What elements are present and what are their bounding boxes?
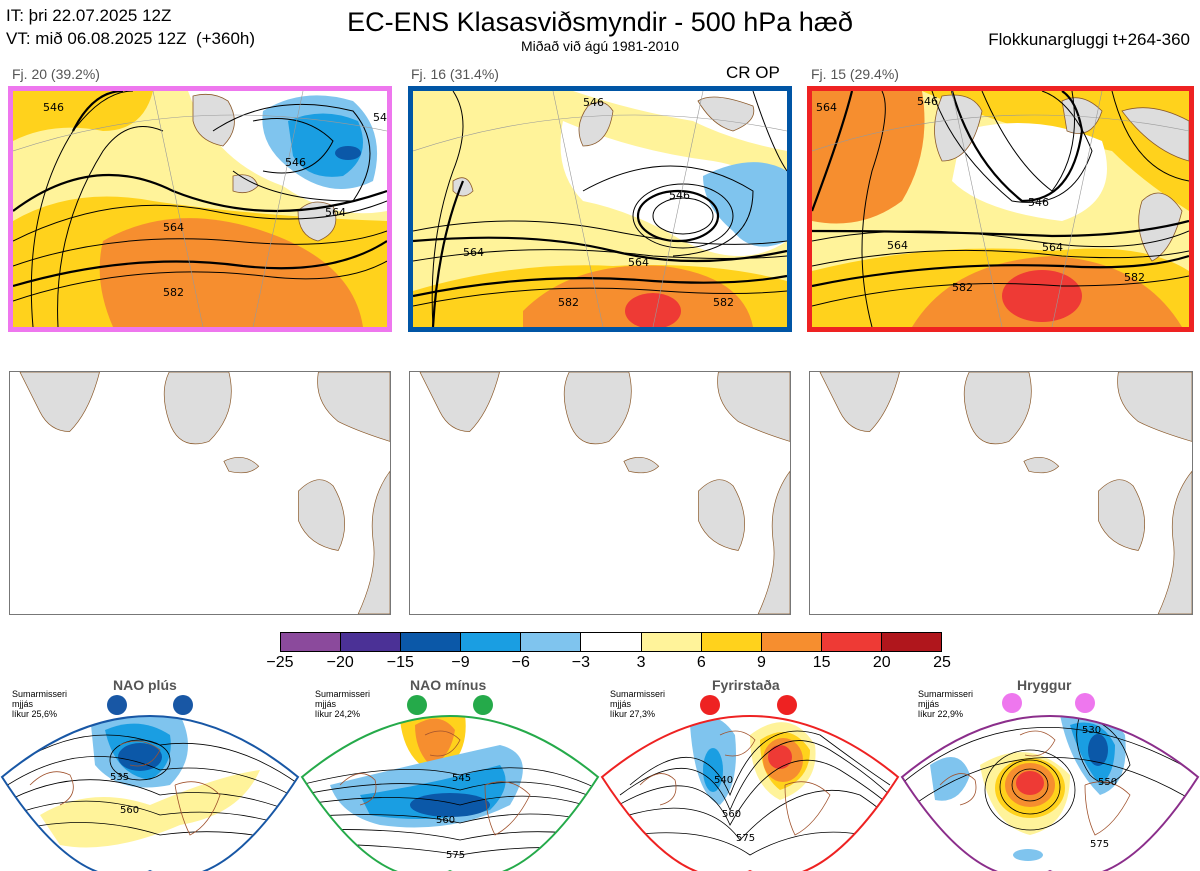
regime-title: NAO mínus <box>410 677 487 693</box>
colorbar-swatch <box>581 633 642 651</box>
cluster-3-label: Fj. 15 (29.4%) <box>811 66 899 82</box>
contour-label: 575 <box>1090 839 1109 850</box>
colorbar-swatch <box>521 633 582 651</box>
colorbar-swatch <box>821 633 882 651</box>
contour-label: 564 <box>163 221 184 234</box>
header-dates: IT: þri 22.07.2025 12Z VT: mið 06.08.202… <box>6 4 255 50</box>
colorbar-swatch <box>701 633 762 651</box>
contour-label: 560 <box>436 815 455 826</box>
contour-label: 540 <box>714 775 733 786</box>
contour-label: 546 <box>917 95 938 108</box>
colorbar <box>280 632 942 652</box>
contour-label: 546 <box>285 156 306 169</box>
empty-map-1[interactable] <box>9 371 391 615</box>
regime-nao-minus[interactable]: 545 560 575 NAO mínus Sumarmisseri mjjás… <box>300 675 600 871</box>
cluster-1-label: Fj. 20 (39.2%) <box>12 66 100 82</box>
regime-info: Sumarmisseri mjjás líkur 27,3% <box>610 689 666 719</box>
valid-time: VT: mið 06.08.2025 12Z (+360h) <box>6 29 256 48</box>
colorbar-swatch <box>461 633 522 651</box>
contour-label: 535 <box>110 772 129 783</box>
colorbar-tick-label: 3 <box>636 654 646 671</box>
regime-info: Sumarmisseri mjjás líkur 22,9% <box>918 689 974 719</box>
cluster-2-label: Fj. 16 (31.4%) <box>411 66 499 82</box>
contour-label: 582 <box>163 286 184 299</box>
cluster-1-map[interactable]: 546 564 582 546 546 564 <box>8 86 392 332</box>
contour-label: 550 <box>1098 777 1117 788</box>
regime-info: Sumarmisseri mjjás líkur 24,2% <box>315 689 371 719</box>
contour-label: 564 <box>816 101 837 114</box>
colorbar-swatch <box>881 633 942 651</box>
contour-label: 564 <box>325 206 346 219</box>
colorbar-swatch <box>341 633 402 651</box>
colorbar-tick-label: 25 <box>933 654 951 671</box>
contour-label: 582 <box>558 296 579 309</box>
cluster-3-map[interactable]: 564 546 546 564 564 582 582 <box>807 86 1194 332</box>
regime-title: NAO plús <box>113 677 177 693</box>
contour-label: 530 <box>1082 725 1101 736</box>
empty-map-3[interactable] <box>809 371 1193 615</box>
contour-label: 575 <box>736 833 755 844</box>
contour-label: 560 <box>722 809 741 820</box>
colorbar-tick-label: −6 <box>511 654 530 671</box>
colorbar-swatch <box>641 633 702 651</box>
contour-label: 546 <box>669 189 690 202</box>
contour-label: 564 <box>463 246 484 259</box>
regime-nao-plus[interactable]: 535 560 NAO plús Sumarmisseri mjjás líku… <box>0 675 300 871</box>
contour-label: 582 <box>1124 271 1145 284</box>
colorbar-swatch <box>761 633 822 651</box>
cluster-2-map[interactable]: 546 546 564 564 582 582 <box>408 86 792 332</box>
classification-window: Flokkunargluggi t+264-360 <box>988 30 1190 49</box>
colorbar-tick-label: 15 <box>812 654 831 671</box>
colorbar-tick-label: 6 <box>696 654 706 671</box>
colorbar-swatch <box>401 633 462 651</box>
contour-label: 564 <box>887 239 908 252</box>
contour-label: 546 <box>43 101 64 114</box>
contour-label: 582 <box>952 281 973 294</box>
contour-label: 545 <box>452 773 471 784</box>
contour-label: 546 <box>1028 196 1049 209</box>
regime-title: Hryggur <box>1017 677 1072 693</box>
colorbar-swatch <box>281 633 342 651</box>
contour-label: 560 <box>120 805 139 816</box>
colorbar-tick-label: −15 <box>386 654 414 671</box>
colorbar-tick-label: −3 <box>571 654 591 671</box>
colorbar-tick-label: −9 <box>451 654 470 671</box>
colorbar-tick-label: 20 <box>872 654 891 671</box>
contour-label: 564 <box>628 256 649 269</box>
contour-label: 546 <box>373 111 387 124</box>
regime-title: Fyrirstaða <box>712 677 780 693</box>
contour-label: 546 <box>583 96 604 109</box>
colorbar-tick-label: −25 <box>266 654 294 671</box>
contour-label: 564 <box>1042 241 1063 254</box>
regime-ridge[interactable]: 530 550 575 Hryggur Sumarmisseri mjjás l… <box>900 675 1200 871</box>
page-title: EC-ENS Klasasviðsmyndir - 500 hPa hæð <box>347 7 853 37</box>
empty-map-2[interactable] <box>409 371 791 615</box>
regime-blocking[interactable]: 540 560 575 Fyrirstaða Sumarmisseri mjjá… <box>600 675 900 871</box>
page-subtitle: Miðað við ágú 1981-2010 <box>520 38 679 54</box>
cr-op-badge: CR OP <box>726 63 780 82</box>
colorbar-tick-label: 9 <box>757 654 766 671</box>
regime-info: Sumarmisseri mjjás líkur 25,6% <box>12 689 68 719</box>
contour-label: 582 <box>713 296 734 309</box>
contour-label: 575 <box>446 850 465 861</box>
init-time: IT: þri 22.07.2025 12Z <box>6 6 172 25</box>
colorbar-tick-label: −20 <box>326 654 354 671</box>
